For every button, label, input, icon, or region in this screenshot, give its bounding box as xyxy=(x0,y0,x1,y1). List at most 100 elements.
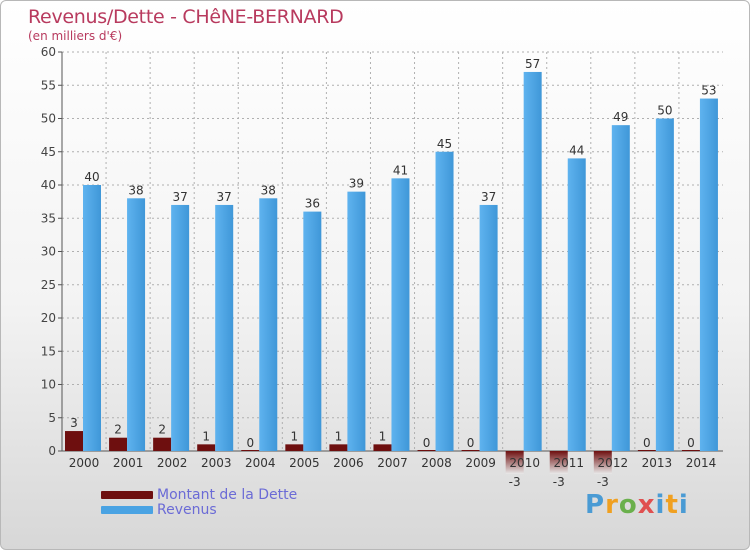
revenue-value-label: 38 xyxy=(261,183,276,197)
revenue-bar xyxy=(699,98,718,452)
revenue-value-label: 37 xyxy=(172,190,187,204)
revenue-bar xyxy=(567,158,586,451)
x-tick-label: 2001 xyxy=(113,456,144,470)
debt-value-label: 0 xyxy=(246,436,254,450)
revenue-bar xyxy=(655,118,674,451)
revenue-bar xyxy=(523,71,542,451)
debt-bar xyxy=(329,444,348,451)
x-tick-label: 2013 xyxy=(642,456,673,470)
debt-bar xyxy=(417,450,436,451)
revenue-value-label: 39 xyxy=(349,177,364,191)
debt-value-label: 0 xyxy=(643,436,651,450)
proxiti-logo: Proxiti xyxy=(585,490,689,520)
debt-bar xyxy=(461,450,480,451)
revenue-bar xyxy=(215,204,234,451)
x-tick-label: 2002 xyxy=(157,456,188,470)
revenue-value-label: 37 xyxy=(217,190,232,204)
legend-item-debt: Montant de la Dette xyxy=(101,487,297,503)
revenue-value-label: 41 xyxy=(393,163,408,177)
debt-value-label: 0 xyxy=(423,436,431,450)
y-tick-label: 30 xyxy=(41,245,56,259)
debt-value-label: 2 xyxy=(158,423,166,437)
x-tick-label: 2005 xyxy=(289,456,320,470)
y-tick-label: 20 xyxy=(41,311,56,325)
y-tick-label: 40 xyxy=(41,178,56,192)
debt-bar xyxy=(285,444,304,451)
revenue-bar xyxy=(611,125,630,452)
legend-label-debt: Montant de la Dette xyxy=(157,487,298,503)
x-tick-label: 2004 xyxy=(245,456,276,470)
debt-bar xyxy=(153,437,172,451)
debt-value-label: 1 xyxy=(291,429,299,443)
legend-label-revenue: Revenus xyxy=(157,502,217,518)
debt-bar xyxy=(505,451,524,474)
revenue-value-label: 37 xyxy=(481,190,496,204)
debt-bar xyxy=(197,444,216,451)
x-tick-label: 2003 xyxy=(201,456,232,470)
debt-bar xyxy=(109,437,128,451)
chart-title: Revenus/Dette - CHêNE-BERNARD xyxy=(28,6,344,28)
debt-value-label: 0 xyxy=(467,436,475,450)
x-tick-label: 2008 xyxy=(421,456,452,470)
y-tick-label: 50 xyxy=(41,112,56,126)
debt-bar xyxy=(637,450,656,451)
debt-bar xyxy=(373,444,392,451)
revenue-value-label: 45 xyxy=(437,137,452,151)
debt-bar xyxy=(241,450,260,451)
x-tick-label: 2014 xyxy=(686,456,717,470)
debt-value-label: 1 xyxy=(379,429,387,443)
y-tick-label: 25 xyxy=(41,278,56,292)
revenue-bar xyxy=(435,151,454,451)
revenue-value-label: 57 xyxy=(525,57,540,71)
revenue-bar xyxy=(83,185,101,451)
chart-subtitle: (en milliers d'€) xyxy=(28,29,123,43)
debt-value-label: -3 xyxy=(597,475,609,489)
debt-value-label: 1 xyxy=(335,429,343,443)
y-tick-label: 15 xyxy=(41,344,56,358)
revenue-value-label: 36 xyxy=(305,197,320,211)
debt-bar xyxy=(65,431,83,451)
debt-value-label: 0 xyxy=(687,436,695,450)
revenue-value-label: 44 xyxy=(569,143,584,157)
revenue-bar xyxy=(479,204,498,451)
debt-value-label: 1 xyxy=(202,429,210,443)
revenue-bar xyxy=(171,204,190,451)
debt-value-label: 3 xyxy=(70,416,78,430)
debt-bar xyxy=(681,450,700,451)
y-tick-label: 45 xyxy=(41,145,56,159)
debt-bar xyxy=(549,451,568,474)
x-tick-label: 2007 xyxy=(377,456,408,470)
revenue-value-label: 53 xyxy=(701,84,716,98)
x-tick-label: 2000 xyxy=(69,456,100,470)
legend-swatch-revenue xyxy=(101,506,153,514)
debt-value-label: -3 xyxy=(509,475,521,489)
y-tick-label: 10 xyxy=(41,378,56,392)
debt-value-label: 2 xyxy=(114,423,122,437)
revenue-value-label: 40 xyxy=(84,170,99,184)
revenue-bar xyxy=(391,178,410,451)
legend-swatch-debt xyxy=(101,491,153,499)
legend-item-revenue: Revenus xyxy=(101,502,217,518)
y-tick-label: 5 xyxy=(48,411,56,425)
revenue-value-label: 50 xyxy=(657,104,672,118)
x-tick-label: 2006 xyxy=(333,456,364,470)
x-tick-label: 2011 xyxy=(553,456,584,470)
y-tick-label: 0 xyxy=(48,444,56,458)
y-tick-label: 55 xyxy=(41,78,56,92)
bars xyxy=(65,71,718,474)
revenue-bar xyxy=(347,191,366,451)
y-tick-label: 60 xyxy=(41,45,56,59)
revenue-bar xyxy=(259,198,278,451)
revenue-value-label: 49 xyxy=(613,110,628,124)
y-tick-label: 35 xyxy=(41,211,56,225)
revenue-value-label: 38 xyxy=(128,183,143,197)
x-tick-label: 2010 xyxy=(509,456,540,470)
x-tick-label: 2012 xyxy=(598,456,629,470)
data-labels: 3 40 2000 2 38 2001 2 37 2002 1 37 2003 0 38 2004 1 36 20… xyxy=(69,57,717,489)
debt-value-label: -3 xyxy=(553,475,565,489)
revenue-bar xyxy=(127,198,146,451)
debt-bar xyxy=(593,451,612,474)
x-tick-label: 2009 xyxy=(465,456,496,470)
